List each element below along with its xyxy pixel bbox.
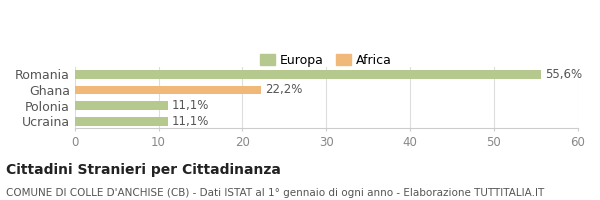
Bar xyxy=(75,86,261,94)
Text: Cittadini Stranieri per Cittadinanza: Cittadini Stranieri per Cittadinanza xyxy=(6,163,281,177)
Bar xyxy=(75,117,168,126)
Bar xyxy=(75,101,168,110)
Bar xyxy=(75,70,541,79)
Text: 11,1%: 11,1% xyxy=(172,99,209,112)
Text: 55,6%: 55,6% xyxy=(545,68,582,81)
Text: COMUNE DI COLLE D'ANCHISE (CB) - Dati ISTAT al 1° gennaio di ogni anno - Elabora: COMUNE DI COLLE D'ANCHISE (CB) - Dati IS… xyxy=(6,188,544,198)
Text: 11,1%: 11,1% xyxy=(172,115,209,128)
Legend: Europa, Africa: Europa, Africa xyxy=(256,50,396,71)
Text: 22,2%: 22,2% xyxy=(265,83,302,96)
